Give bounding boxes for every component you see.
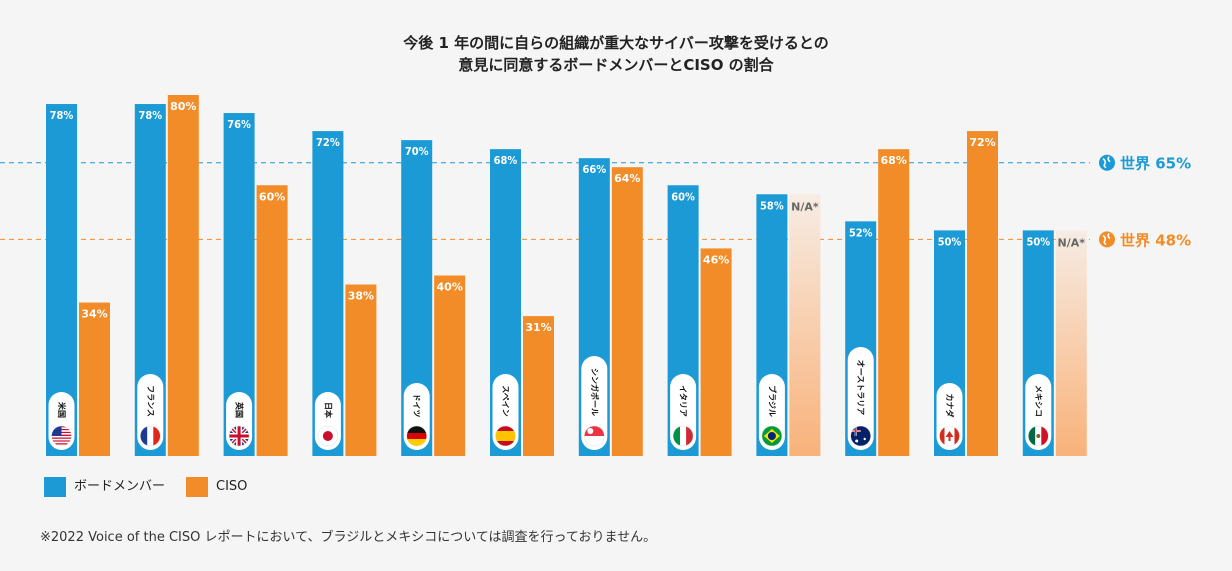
country-label: メキシコ [1034,385,1043,417]
bar-ciso [523,316,554,456]
bar-group-8: 60% 46% イタリア [667,185,732,456]
bar-ciso [434,275,466,456]
australia-flag-icon [850,426,871,446]
data-label-ciso: 64% [614,172,640,185]
bar-group-5: 70% 40% ドイツ [401,140,466,456]
bar-group-3: 76% 60% 英国 [223,113,288,457]
country-label: ブラジル [767,385,777,417]
bar-group-9: 58% N/A* ブラジル [756,194,821,456]
data-label-board: 58% [760,199,784,212]
data-label-board: 50% [1026,235,1050,248]
data-label-board: 60% [671,190,695,203]
data-label-board: 70% [405,145,429,158]
country-label: シンガポール [590,368,600,416]
legend-swatch-board [44,477,66,497]
bar-group-11: 50% 72% カナダ [934,131,998,456]
country-label: カナダ [945,394,955,418]
bar-group-12: 50% N/A* メキシコ [1022,230,1087,456]
bar-group-6: 68% 31% スペイン [490,149,554,456]
country-label: 日本 [323,402,333,418]
bar-ciso-na [1055,230,1087,456]
country-flag [51,425,72,447]
germany-flag-icon [406,426,427,446]
chart-title-line1: 今後 1 年の間に自らの組織が重大なサイバー攻撃を受けるとの [403,34,829,52]
country-flag [939,425,960,447]
bar-group-1: 78% 34% 米国 [46,104,110,457]
data-label-ciso: 68% [881,154,907,167]
data-label-ciso: 80% [170,100,196,113]
bar-ciso [256,185,288,456]
data-label-ciso: 34% [81,308,107,321]
bar-group-7: 66% 64% シンガポール [578,158,643,457]
country-flag [495,425,516,447]
country-pill [581,356,608,450]
reference-label-1: 世界 65% [1120,155,1191,173]
spain-flag-icon [495,426,516,446]
data-label-ciso: 40% [437,281,463,294]
data-label-ciso: 46% [703,253,729,266]
country-flag [850,425,871,447]
country-flag [672,425,694,447]
data-label-ciso: 31% [525,321,551,334]
country-pill [847,347,874,450]
bar-ciso [878,149,910,456]
mexico-flag-icon [1028,426,1049,446]
data-label-board: 78% [50,109,74,122]
data-label-board: 68% [494,154,518,167]
country-label: 英国 [235,401,245,418]
bar-group-2: 78% 80% フランス [134,95,199,457]
chart-title-line2: 意見に同意するボードメンバーとCISO の割合 [458,56,774,74]
singapore-flag-icon [584,426,605,446]
italy-flag-icon [673,426,694,446]
country-flag [761,425,783,447]
us-flag-icon [51,426,72,446]
data-label-ciso: 60% [259,190,285,203]
country-label: ドイツ [412,394,421,418]
data-label-ciso: N/A* [1058,236,1086,249]
globe-icon [1099,154,1115,171]
legend-label-ciso: CISO [216,479,248,494]
bar-ciso [700,248,732,456]
country-flag [584,425,605,447]
bar-ciso [967,131,998,456]
france-flag-icon [140,426,161,446]
brazil-flag-icon [761,426,782,446]
bar-ciso [167,95,199,456]
japan-flag-icon [317,426,338,446]
canada-flag-icon [939,426,960,446]
data-label-board: 76% [227,118,251,131]
country-flag [140,425,161,447]
country-label: 米国 [57,401,67,418]
country-flag [1028,425,1049,447]
data-label-board: 66% [582,163,606,176]
country-label: イタリア [679,385,689,417]
data-label-ciso: N/A* [791,200,819,213]
data-label-board: 78% [138,109,162,122]
bar-ciso [345,284,377,456]
country-flag [406,425,427,447]
legend-label-board: ボードメンバー [74,479,166,494]
data-label-board: 72% [316,136,340,149]
reference-label-2: 世界 48% [1120,231,1191,249]
country-flag [317,425,339,447]
data-label-ciso: 72% [969,136,995,149]
country-label: スペイン [501,385,510,416]
data-label-ciso: 38% [348,290,374,303]
bar-group-10: 52% 68% オーストラリア [845,149,910,456]
uk-flag-icon [229,426,250,446]
legend-swatch-ciso [186,477,208,497]
footnote: ※2022 Voice of the CISO レポートにおいて、ブラジルとメキ… [40,530,657,545]
country-label: フランス [146,385,155,417]
globe-icon [1099,231,1115,248]
country-label: オーストラリア [856,360,865,416]
data-label-board: 50% [938,235,962,248]
bar-ciso-na [789,194,821,456]
data-label-board: 52% [849,226,873,239]
bar-ciso [79,302,110,456]
bar-ciso [611,167,643,456]
bar-group-4: 72% 38% 日本 [312,131,377,456]
country-flag [228,425,250,447]
